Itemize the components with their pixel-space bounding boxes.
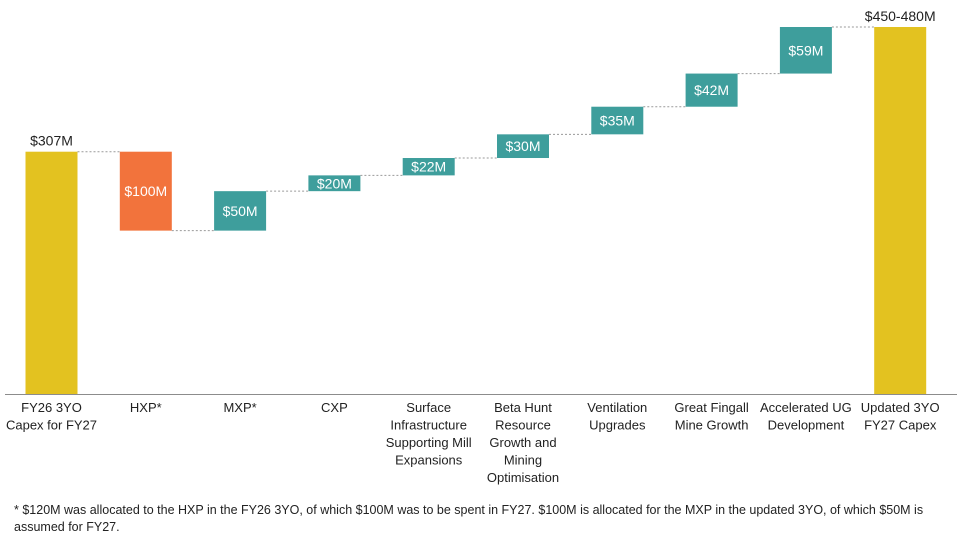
bar-9 bbox=[779, 27, 832, 74]
category-label-8: Great Fingall Mine Growth bbox=[674, 400, 749, 433]
category-labels: FY26 3YO Capex for FY27 HXP* MXP* CXP Surface… bbox=[6, 400, 940, 485]
category-label-10: Updated 3YO FY27 Capex bbox=[861, 400, 940, 433]
bar-8 bbox=[685, 73, 738, 107]
value-label-3: $50M bbox=[223, 203, 258, 219]
bars bbox=[25, 27, 927, 394]
connector-lines bbox=[77, 26, 875, 232]
bar-4 bbox=[308, 175, 361, 192]
category-label-4: CXP bbox=[321, 400, 348, 415]
value-label-1: $307M bbox=[30, 133, 73, 149]
category-label-7: Ventilation Upgrades bbox=[587, 400, 647, 433]
value-label-8: $42M bbox=[694, 82, 729, 98]
value-label-2: $100M bbox=[124, 183, 167, 199]
category-label-3: MXP* bbox=[223, 400, 256, 415]
bar-6 bbox=[497, 134, 549, 159]
bar-5 bbox=[402, 158, 455, 176]
bar-1 bbox=[25, 151, 78, 394]
value-label-5: $22M bbox=[411, 159, 446, 175]
bar-7 bbox=[591, 106, 644, 135]
category-label-9: Accelerated UG Development bbox=[760, 400, 852, 433]
value-labels: $307M $100M $50M $20M $22M $30M $35M $42M $59M $4… bbox=[30, 8, 936, 219]
value-label-7: $35M bbox=[600, 113, 635, 129]
value-label-4: $20M bbox=[317, 175, 352, 191]
waterfall-chart: $307M $100M $50M $20M $22M $30M $35M $42M $59M $4… bbox=[5, 8, 957, 485]
value-label-9: $59M bbox=[788, 42, 823, 58]
category-label-6: Beta Hunt Resource Growth and Mining Optimis… bbox=[487, 400, 559, 485]
category-label-1: FY26 3YO Capex for FY27 bbox=[6, 400, 97, 433]
value-label-6: $30M bbox=[505, 138, 540, 154]
bar-2 bbox=[119, 151, 172, 231]
value-label-10: $450-480M bbox=[865, 8, 936, 24]
category-label-2: HXP* bbox=[130, 400, 162, 415]
bar-3 bbox=[214, 191, 267, 231]
bar-10 bbox=[874, 27, 927, 394]
footnote: * $120M was allocated to the HXP in the … bbox=[14, 503, 924, 534]
category-label-5: Surface Infrastructure Supporting Mill Expa… bbox=[386, 400, 472, 468]
